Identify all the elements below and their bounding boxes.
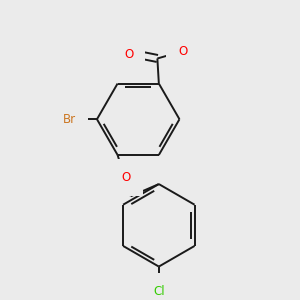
Text: Br: Br <box>63 113 76 126</box>
Text: Cl: Cl <box>153 284 165 298</box>
Text: O: O <box>178 45 187 58</box>
Text: O: O <box>122 171 131 184</box>
Text: O: O <box>124 48 134 61</box>
